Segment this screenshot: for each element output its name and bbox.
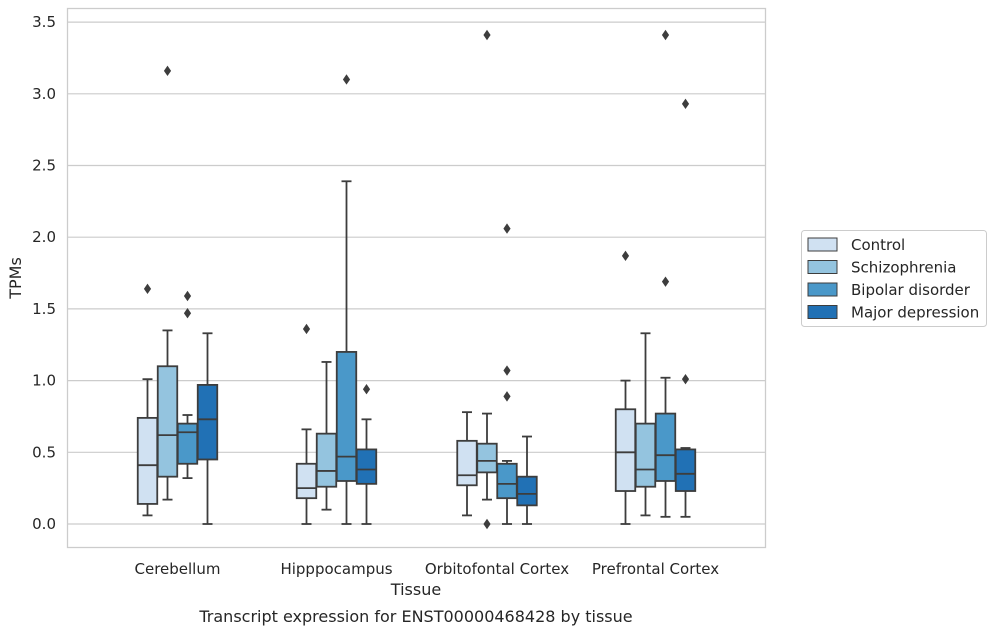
y-tick-label: 3.5 xyxy=(32,13,56,31)
box-iqr xyxy=(476,442,498,474)
y-axis-tick-labels: 0.0 0.5 1.0 1.5 2.0 2.5 3.0 3.5 xyxy=(32,13,56,533)
legend-frame xyxy=(801,230,987,327)
legend-label: Control xyxy=(851,236,905,254)
legend-swatch xyxy=(807,237,838,252)
chart-caption: Transcript expression for ENST0000046842… xyxy=(198,607,632,626)
box-iqr xyxy=(176,422,199,465)
outlier-point xyxy=(621,250,630,262)
box-iqr xyxy=(355,448,378,485)
outlier-point xyxy=(681,98,690,110)
box-control xyxy=(614,250,637,525)
box-iqr xyxy=(654,412,677,482)
box-bipolar-disorder xyxy=(335,74,358,525)
outlier-point xyxy=(503,365,511,376)
y-tick-label: 3.0 xyxy=(32,85,56,103)
outlier-point xyxy=(183,308,192,319)
box-iqr xyxy=(674,448,697,492)
y-axis-label: TPMs xyxy=(6,257,25,300)
outlier-point xyxy=(183,290,192,302)
box-iqr xyxy=(295,462,318,500)
plot-area-frame xyxy=(66,7,767,549)
box-iqr xyxy=(496,462,518,500)
box-bipolar-disorder xyxy=(654,29,677,518)
x-axis-label: Tissue xyxy=(390,580,441,599)
box-iqr xyxy=(156,365,179,478)
box-major-depression xyxy=(516,435,538,525)
x-tick-label: Hipppocampus xyxy=(280,560,392,578)
box-iqr xyxy=(634,422,657,488)
box-iqr xyxy=(136,416,159,505)
box-major-depression xyxy=(674,98,697,518)
legend-label: Bipolar disorder xyxy=(851,281,971,299)
y-tick-label: 0.5 xyxy=(32,443,56,461)
box-major-depression xyxy=(355,384,378,525)
box-bipolar-disorder xyxy=(496,223,518,525)
box-schizophrenia xyxy=(634,332,657,517)
box-major-depression xyxy=(196,332,219,525)
outlier-point xyxy=(503,223,511,234)
outlier-point xyxy=(503,391,511,402)
legend-label: Schizophrenia xyxy=(851,259,956,277)
outlier-point xyxy=(143,283,152,295)
y-tick-label: 2.5 xyxy=(32,157,56,175)
outlier-point xyxy=(163,65,172,77)
legend-swatch xyxy=(807,305,838,319)
box-iqr xyxy=(335,351,358,482)
box-control xyxy=(136,283,159,517)
y-tick-label: 1.0 xyxy=(32,372,56,390)
box-iqr xyxy=(516,475,538,507)
y-tick-label: 2.0 xyxy=(32,228,56,246)
outlier-point xyxy=(483,29,491,41)
y-tick-label: 0.0 xyxy=(32,515,56,533)
box-iqr xyxy=(456,439,478,487)
box-iqr xyxy=(196,384,219,461)
outlier-point xyxy=(362,384,371,395)
box-schizophrenia xyxy=(476,29,498,530)
legend-swatch xyxy=(807,282,838,297)
x-axis-tick-labels: Cerebellum Hipppocampus Orbitofontal Corte… xyxy=(135,560,720,578)
outlier-point xyxy=(483,518,491,530)
box-bipolar-disorder xyxy=(176,290,199,480)
outlier-point xyxy=(302,323,311,335)
box-control xyxy=(456,411,478,517)
y-tick-label: 1.5 xyxy=(32,300,56,318)
boxes-layer xyxy=(136,29,697,530)
x-tick-label: Prefrontal Cortex xyxy=(592,560,719,578)
box-schizophrenia xyxy=(156,65,179,501)
legend-label: Major depression xyxy=(851,304,979,322)
box-control xyxy=(295,323,318,525)
legend-swatch xyxy=(807,260,838,274)
box-iqr xyxy=(614,408,637,492)
outlier-point xyxy=(661,276,670,287)
outlier-point xyxy=(681,373,690,385)
box-schizophrenia xyxy=(315,361,338,511)
x-tick-label: Orbitofontal Cortex xyxy=(425,560,569,578)
x-tick-label: Cerebellum xyxy=(135,560,221,578)
box-iqr xyxy=(315,432,338,488)
outlier-point xyxy=(661,29,670,41)
legend: Control Schizophrenia Bipolar disorder Majo… xyxy=(801,230,987,327)
outlier-point xyxy=(342,74,351,85)
